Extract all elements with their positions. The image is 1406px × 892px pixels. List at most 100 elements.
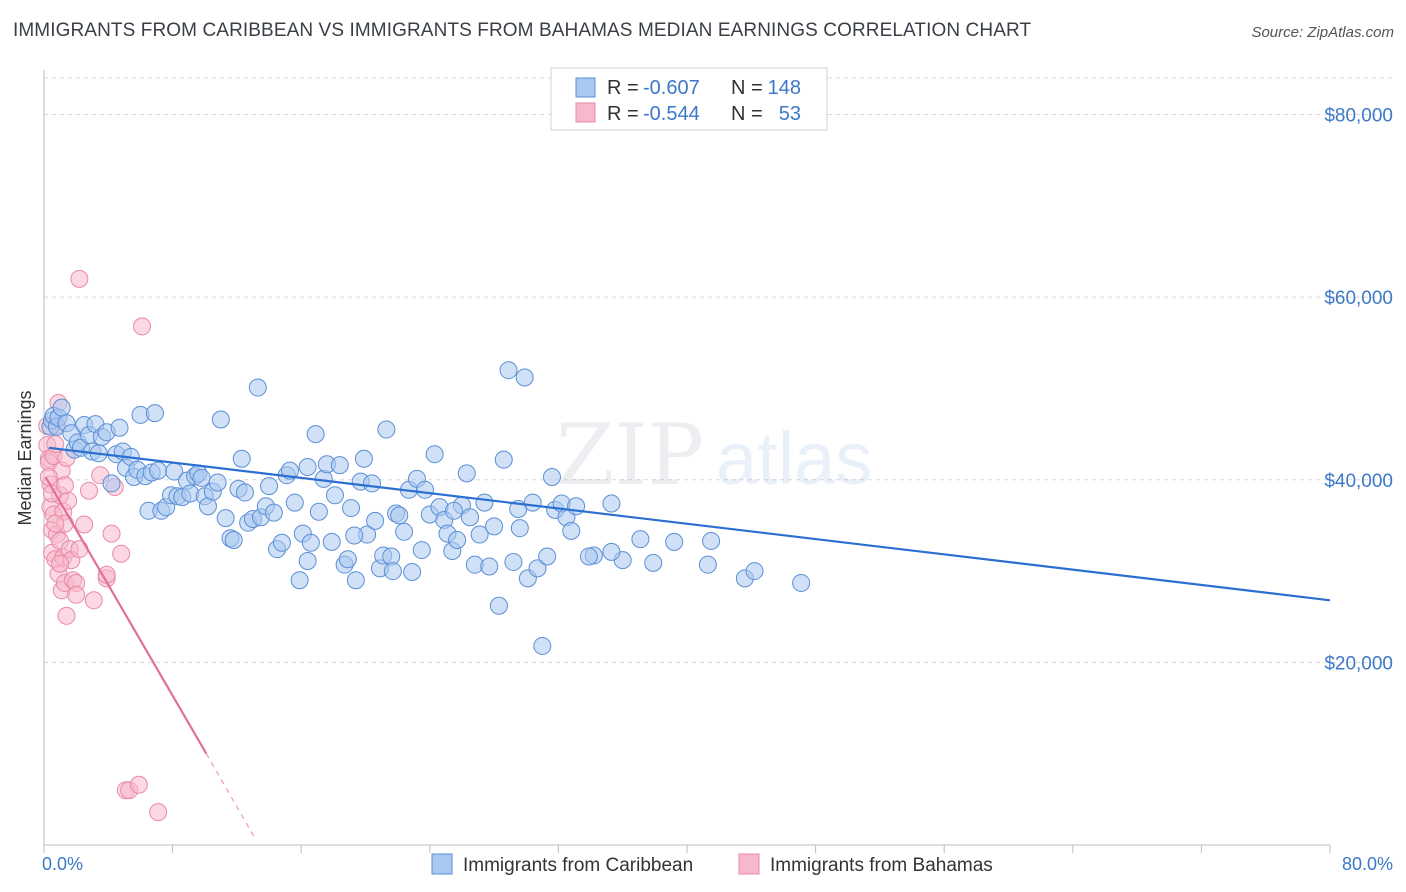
point-caribbean-111: [480, 557, 499, 576]
point-caribbean-31: [149, 461, 168, 480]
y-tick-label-0: $20,000: [1324, 653, 1393, 674]
point-caribbean-136: [698, 555, 717, 574]
point-caribbean-106: [457, 464, 476, 483]
point-caribbean-138: [745, 562, 764, 581]
point-caribbean-107: [460, 508, 479, 527]
legend-n-value-caribbean: 148: [768, 77, 801, 99]
trend-line-bahamas-extension: [205, 753, 257, 841]
point-caribbean-69: [301, 533, 320, 552]
point-bahamas-43: [133, 317, 152, 336]
legend-swatch-bahamas: [575, 102, 596, 123]
legend-n-label-caribbean: N =: [731, 77, 763, 99]
point-caribbean-59: [260, 477, 279, 496]
stats-legend: R = -0.607 N = 148 R = -0.544 N = 53: [550, 67, 828, 131]
point-caribbean-66: [290, 571, 309, 590]
point-bahamas-52: [67, 585, 86, 604]
point-caribbean-53: [235, 483, 254, 502]
point-caribbean-64: [280, 461, 299, 480]
legend-swatch-caribbean: [575, 77, 596, 98]
point-caribbean-124: [542, 468, 561, 487]
trend-line-caribbean: [48, 446, 1331, 602]
x-tick-label-min: 0.0%: [42, 854, 83, 874]
bottom-legend-swatch-bahamas: [738, 853, 760, 875]
point-caribbean-142: [383, 562, 402, 581]
point-bahamas-33: [80, 481, 99, 500]
point-caribbean-52: [232, 449, 251, 468]
point-caribbean-135: [665, 532, 684, 551]
point-caribbean-143: [444, 501, 463, 520]
point-caribbean-70: [306, 425, 325, 444]
point-caribbean-74: [322, 532, 341, 551]
point-caribbean-115: [499, 361, 518, 380]
y-axis-label: Median Earnings: [15, 390, 35, 525]
point-caribbean-128: [562, 521, 581, 540]
bottom-legend-label-caribbean: Immigrants from Caribbean: [463, 855, 693, 876]
trend-lines: [44, 446, 1331, 841]
bottom-legend-swatch-caribbean: [431, 853, 453, 875]
point-bahamas-25: [57, 606, 76, 625]
point-caribbean-56: [248, 378, 267, 397]
point-bahamas-50: [70, 269, 89, 288]
point-caribbean-30: [145, 404, 164, 423]
point-caribbean-139: [792, 573, 811, 592]
point-caribbean-99: [425, 445, 444, 464]
point-caribbean-5: [52, 398, 71, 417]
point-bahamas-46: [43, 484, 62, 503]
point-caribbean-145: [579, 547, 598, 566]
point-bahamas-39: [112, 544, 131, 563]
point-caribbean-104: [448, 531, 467, 550]
point-caribbean-113: [489, 596, 508, 615]
source-label: Source: ZipAtlas.com: [1251, 24, 1394, 41]
legend-r-value-caribbean: -0.607: [643, 77, 700, 99]
point-bahamas-47: [46, 514, 65, 533]
legend-r-label-bahamas: R =: [607, 103, 639, 125]
point-caribbean-48: [216, 509, 235, 528]
point-caribbean-122: [533, 636, 552, 655]
point-caribbean-109: [470, 525, 489, 544]
point-caribbean-131: [602, 494, 621, 513]
series-bahamas-points: [38, 269, 168, 822]
point-caribbean-120: [523, 493, 542, 512]
series-legend: Immigrants from Caribbean Immigrants fro…: [431, 853, 993, 876]
point-caribbean-116: [504, 552, 523, 571]
point-caribbean-96: [412, 541, 431, 560]
point-caribbean-146: [602, 542, 621, 561]
point-caribbean-110: [475, 493, 494, 512]
point-caribbean-47: [211, 410, 230, 429]
point-caribbean-76: [330, 456, 349, 475]
point-caribbean-20: [110, 418, 129, 437]
watermark-atlas: atlas: [716, 417, 872, 500]
point-caribbean-121: [528, 559, 547, 578]
point-caribbean-140: [298, 552, 317, 571]
point-caribbean-84: [362, 474, 381, 493]
point-caribbean-46: [208, 473, 227, 492]
point-caribbean-65: [285, 493, 304, 512]
point-bahamas-32: [75, 515, 94, 534]
point-bahamas-49: [55, 476, 74, 495]
point-caribbean-42: [192, 468, 211, 487]
series-caribbean-points: [41, 361, 811, 655]
point-caribbean-80: [346, 571, 365, 590]
point-caribbean-82: [354, 449, 373, 468]
point-bahamas-44: [149, 803, 168, 822]
bottom-legend-label-bahamas: Immigrants from Bahamas: [770, 855, 993, 876]
trend-line-bahamas: [44, 476, 208, 755]
legend-r-label-caribbean: R =: [607, 77, 639, 99]
point-caribbean-50: [224, 531, 243, 550]
point-caribbean-133: [631, 530, 650, 549]
legend-n-value-bahamas: 53: [779, 103, 801, 125]
point-caribbean-79: [342, 499, 361, 518]
point-bahamas-34: [84, 591, 103, 610]
point-bahamas-42: [129, 775, 148, 794]
stats-legend-box: [550, 67, 828, 131]
point-caribbean-60: [264, 503, 283, 522]
point-caribbean-134: [644, 553, 663, 572]
point-caribbean-71: [309, 502, 328, 521]
point-caribbean-68: [298, 457, 317, 476]
point-caribbean-88: [377, 420, 396, 439]
y-tick-label-3: $80,000: [1324, 106, 1393, 127]
chart-title: IMMIGRANTS FROM CARIBBEAN VS IMMIGRANTS …: [13, 20, 1032, 41]
y-tick-label-2: $60,000: [1324, 288, 1393, 309]
grid: [44, 77, 1394, 663]
point-caribbean-75: [325, 486, 344, 505]
